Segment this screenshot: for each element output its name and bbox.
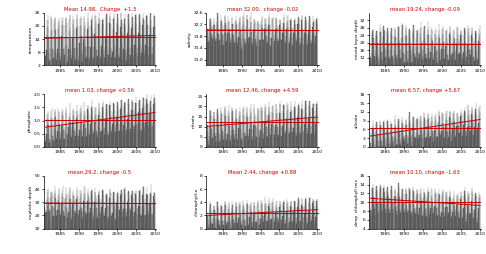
Title: Mean 2.44, change +0.88: Mean 2.44, change +0.88 (228, 170, 296, 175)
Title: mean 10.10, change -1.63: mean 10.10, change -1.63 (390, 170, 460, 175)
Y-axis label: chlorophyll-a: chlorophyll-a (195, 188, 199, 216)
Title: mean 19.24, change -0.09: mean 19.24, change -0.09 (390, 7, 460, 12)
Y-axis label: salinity: salinity (188, 31, 192, 47)
Title: mean 6.57, change +5.67: mean 6.57, change +5.67 (390, 88, 460, 93)
Y-axis label: euphotic depth: euphotic depth (29, 186, 33, 219)
Y-axis label: phosphate: phosphate (28, 109, 32, 132)
Title: mean 12.46, change +4.59: mean 12.46, change +4.59 (226, 88, 299, 93)
Y-axis label: mixed layer depth: mixed layer depth (355, 19, 359, 59)
Y-axis label: silicate: silicate (354, 113, 359, 129)
Title: mean 29.2, change -0.5: mean 29.2, change -0.5 (68, 170, 131, 175)
Y-axis label: temperature: temperature (29, 25, 34, 53)
Y-axis label: deep  chlorophyll mix: deep chlorophyll mix (355, 179, 359, 226)
Y-axis label: nitrate: nitrate (192, 113, 196, 128)
Title: mean 1.03, change +0.56: mean 1.03, change +0.56 (65, 88, 134, 93)
Title: Mean 14.98,  Change  +1.3: Mean 14.98, Change +1.3 (64, 7, 136, 12)
Title: mean 32.00,  change -0.02: mean 32.00, change -0.02 (227, 7, 298, 12)
